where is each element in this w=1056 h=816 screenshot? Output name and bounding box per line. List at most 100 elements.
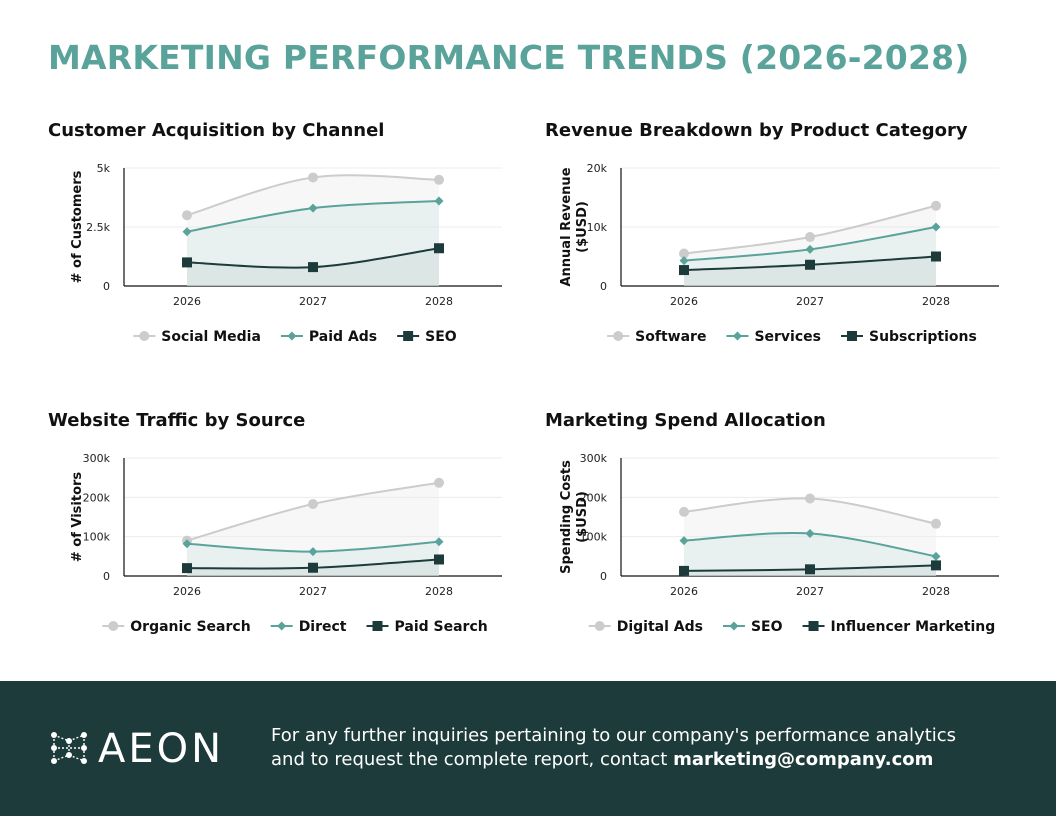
data-point-marker	[805, 564, 815, 575]
logo-wordmark: AEON	[98, 726, 225, 772]
legend-marker	[139, 331, 150, 341]
y-axis-label: # of Customers	[70, 170, 85, 283]
x-tick-label: 2028	[922, 295, 950, 308]
page-title: MARKETING PERFORMANCE TRENDS (2026-2028)	[48, 38, 970, 77]
chart-revenue-breakdown: 0 10k 20k 2026 2027 2028 Annual Revenue($USD) S…	[559, 162, 999, 345]
y-tick-label: 5k	[97, 162, 111, 175]
chart-legend: Social Media Paid Ads SEO	[133, 329, 457, 345]
legend-item-subscriptions: Subscriptions	[840, 329, 977, 345]
data-point-marker	[931, 551, 941, 561]
y-tick-label: 20k	[587, 162, 608, 175]
data-point-marker	[679, 265, 689, 276]
legend-label: Paid Search	[395, 619, 488, 635]
data-point-marker	[308, 203, 318, 213]
series-seo	[679, 529, 941, 576]
footer-contact-text: For any further inquiries pertaining to …	[271, 724, 991, 772]
series-area	[187, 248, 439, 286]
legend-label: SEO	[425, 329, 457, 345]
chart-title-website-traffic: Website Traffic by Source	[48, 410, 306, 431]
data-point-marker	[931, 222, 941, 232]
y-tick-label: 0	[103, 570, 110, 583]
data-point-marker	[434, 243, 444, 254]
data-point-marker	[308, 547, 318, 557]
legend-item-seo: SEO	[722, 619, 783, 635]
data-point-marker	[679, 506, 689, 517]
data-point-marker	[679, 536, 689, 546]
data-point-marker	[931, 560, 941, 571]
legend-label: Digital Ads	[617, 619, 703, 635]
x-tick-label: 2026	[670, 585, 698, 598]
data-point-marker	[182, 257, 192, 268]
chart-legend: Software Services Subscriptions	[607, 329, 977, 345]
chart-title-marketing-spend: Marketing Spend Allocation	[545, 410, 826, 431]
legend-item-social-media: Social Media	[133, 329, 261, 345]
footer: AEON For any further inquiries pertainin…	[0, 681, 1056, 816]
y-tick-label: 0	[600, 280, 607, 293]
legend-item-software: Software	[607, 329, 706, 345]
data-point-marker	[805, 259, 815, 270]
legend-marker	[277, 621, 287, 631]
footer-text-line-1: For any further inquiries pertaining to …	[271, 725, 957, 746]
data-point-marker	[805, 493, 815, 504]
legend-marker	[403, 331, 414, 341]
y-tick-label: 100k	[580, 531, 608, 544]
legend-item-paid-ads: Paid Ads	[280, 329, 377, 345]
legend-marker	[594, 621, 605, 631]
data-point-marker	[308, 562, 318, 573]
series-area	[187, 482, 439, 576]
legend-item-seo: SEO	[397, 329, 457, 345]
series-area	[684, 256, 936, 286]
data-point-marker	[308, 262, 318, 273]
network-nodes-icon	[51, 732, 87, 764]
legend-item-influencer-marketing: Influencer Marketing	[802, 619, 996, 635]
legend-marker	[613, 331, 624, 341]
y-tick-label: 100k	[83, 531, 111, 544]
legend-item-organic-search: Organic Search	[102, 619, 251, 635]
y-tick-label: 300k	[580, 452, 608, 465]
chart-marketing-spend: 0 100k 200k 300k 2026 2027 2028 Spending Costs(…	[559, 452, 999, 635]
data-point-marker	[931, 518, 941, 529]
series-services	[679, 222, 941, 286]
data-point-marker	[931, 200, 941, 211]
data-point-marker	[931, 251, 941, 262]
legend-label: Software	[635, 329, 706, 345]
x-tick-label: 2027	[299, 585, 327, 598]
chart-title-customer-acquisition: Customer Acquisition by Channel	[48, 120, 385, 141]
chart-customer-acquisition: 0 2.5k 5k 2026 2027 2028 # of Customers Social …	[70, 162, 502, 345]
x-tick-label: 2028	[922, 585, 950, 598]
x-tick-label: 2027	[796, 585, 824, 598]
series-area	[187, 559, 439, 576]
legend-marker	[372, 621, 383, 631]
legend-marker	[732, 331, 742, 341]
legend-item-services: Services	[726, 329, 821, 345]
data-point-marker	[182, 210, 192, 221]
y-tick-label: 10k	[587, 221, 608, 234]
chart-legend: Organic Search Direct Paid Search	[102, 619, 488, 635]
legend-label: Paid Ads	[309, 329, 377, 345]
x-tick-label: 2026	[173, 295, 201, 308]
legend-marker	[846, 331, 857, 341]
y-tick-label: 0	[103, 280, 110, 293]
data-point-marker	[434, 196, 444, 206]
series-influencer-marketing	[679, 560, 941, 576]
contact-email-link[interactable]: marketing@company.com	[673, 749, 934, 770]
data-point-marker	[182, 227, 192, 237]
legend-item-paid-search: Paid Search	[366, 619, 488, 635]
series-area	[187, 201, 439, 286]
y-axis-label: Annual Revenue($USD)	[559, 167, 590, 286]
series-area	[684, 227, 936, 286]
series-paid-ads	[182, 196, 444, 286]
legend-marker	[108, 621, 119, 631]
legend-item-direct: Direct	[270, 619, 347, 635]
y-tick-label: 200k	[83, 491, 111, 504]
x-tick-label: 2026	[670, 295, 698, 308]
x-tick-label: 2026	[173, 585, 201, 598]
legend-label: SEO	[751, 619, 783, 635]
data-point-marker	[805, 232, 815, 243]
y-axis-label: Spending Costs($USD)	[559, 460, 590, 574]
y-tick-label: 300k	[83, 452, 111, 465]
legend-label: Influencer Marketing	[831, 619, 996, 635]
data-point-marker	[308, 499, 318, 510]
data-point-marker	[679, 248, 689, 259]
footer-text-line-2-prefix: and to request the complete report, cont…	[271, 749, 674, 770]
